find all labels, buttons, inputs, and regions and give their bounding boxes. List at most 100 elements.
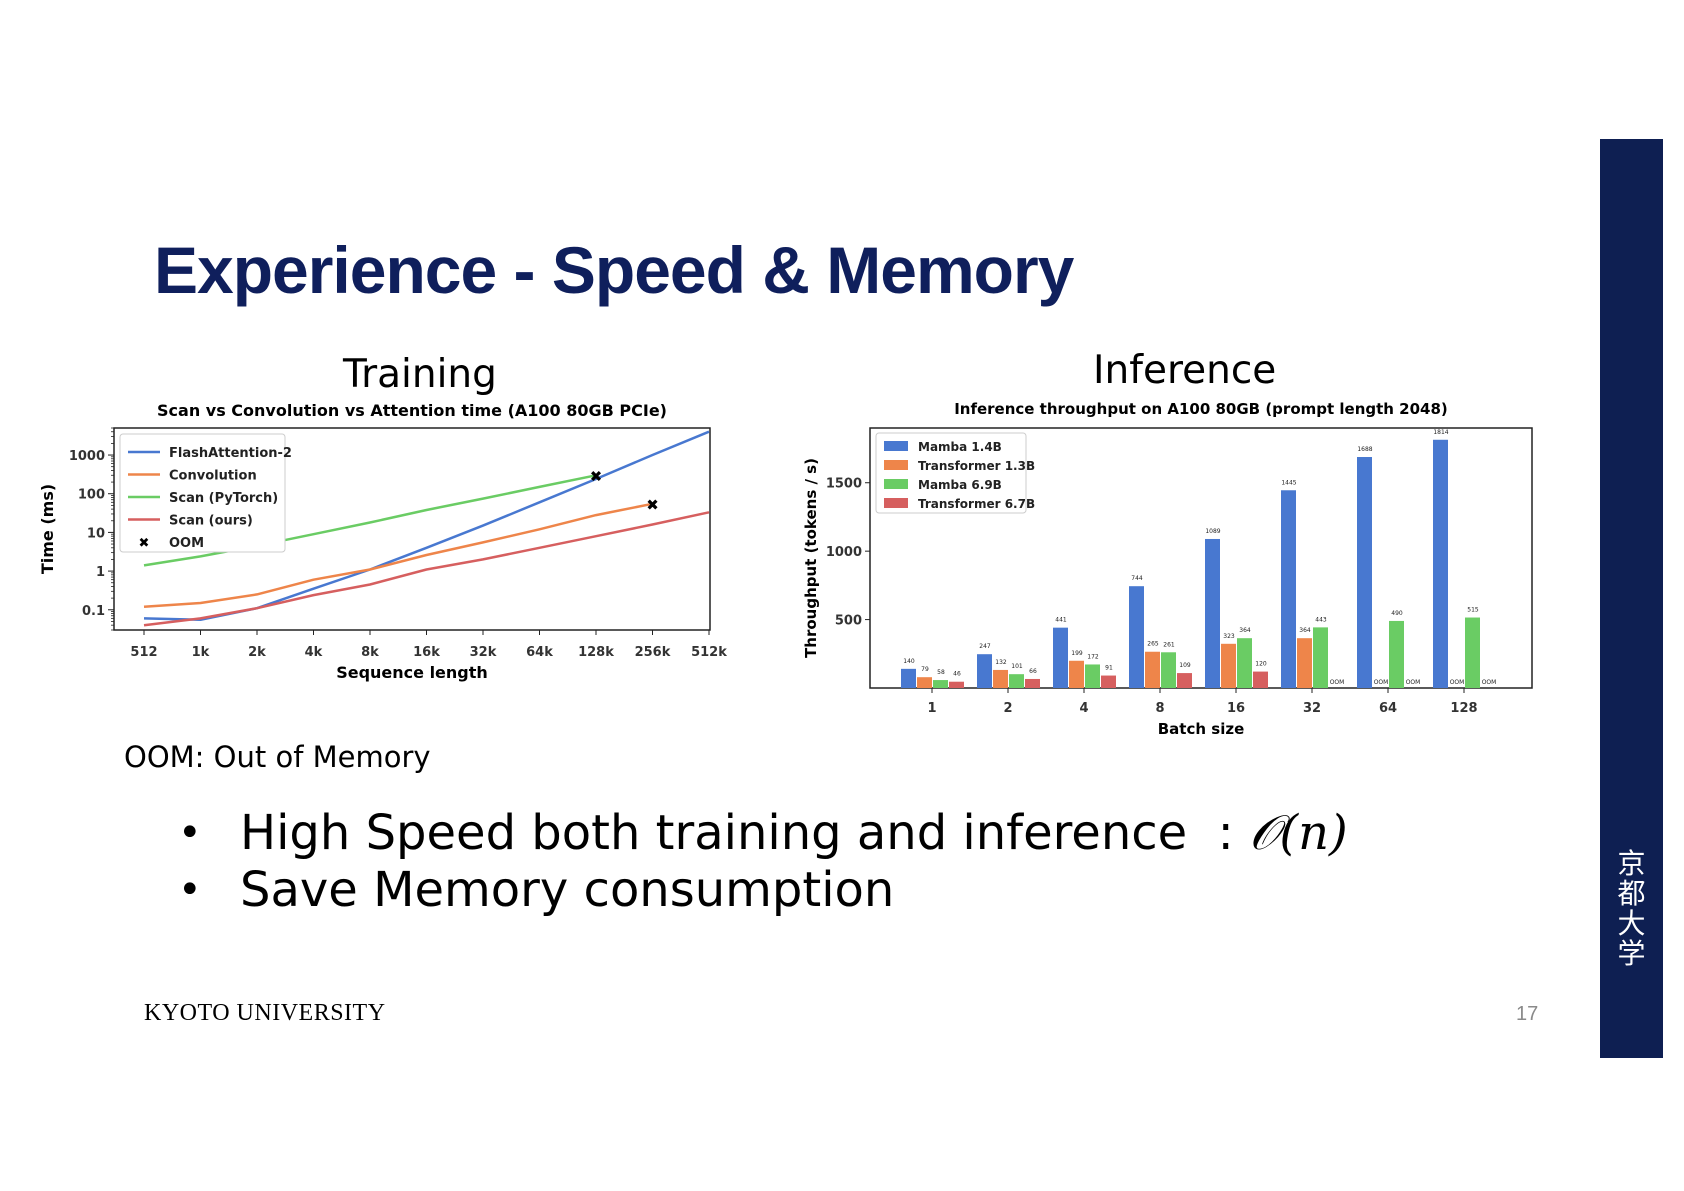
bar-value-label: 1445 [1281, 479, 1296, 486]
university-side-bar: 京 都 大 学 [1600, 139, 1663, 1058]
bar-value-label: 101 [1011, 663, 1023, 670]
legend-label: Transformer 6.7B [918, 497, 1035, 511]
x-tick-label: 4k [305, 645, 323, 660]
bar-value-label: 247 [979, 643, 991, 650]
legend-label: Mamba 6.9B [918, 478, 1002, 492]
bar-value-label: 140 [903, 658, 915, 665]
bar-value-label: 364 [1299, 627, 1311, 634]
inference-chart: Inference throughput on A100 80GB (promp… [802, 400, 1533, 738]
seal-char: 都 [1617, 877, 1646, 910]
bar-value-label: 66 [1029, 668, 1037, 675]
x-tick-label: 1 [927, 701, 936, 716]
bullet-item-speed: • High Speed both training and inference… [170, 805, 1348, 862]
x-tick-label: 128 [1450, 701, 1477, 716]
bar-mamba-1-4b [1357, 457, 1372, 688]
university-seal-text: 京 都 大 学 [1600, 849, 1663, 969]
bar-transformer-6-7b [1025, 678, 1040, 688]
legend-swatch [884, 479, 908, 489]
y-tick-label: 0.1 [82, 604, 105, 619]
bar-mamba-6-9b [933, 680, 948, 688]
bar-value-label: 172 [1087, 653, 1099, 660]
x-axis-label: Sequence length [336, 663, 488, 682]
bar-transformer-1-3b [1297, 638, 1312, 688]
oom-marker: ✖ [646, 496, 659, 514]
series-line-scan-pytorch- [143, 474, 597, 567]
bar-value-label: 199 [1071, 650, 1083, 657]
oom-label: OOM [1482, 679, 1497, 686]
chart-title: Scan vs Convolution vs Attention time (A… [157, 401, 667, 420]
bar-transformer-1-3b [917, 677, 932, 688]
y-tick-label: 500 [835, 614, 862, 629]
bar-mamba-1-4b [1129, 586, 1144, 688]
y-tick-label: 100 [78, 488, 105, 503]
legend-oom-icon: ✖ [139, 536, 150, 551]
x-tick-label: 8k [361, 645, 379, 660]
x-axis-label: Batch size [1158, 720, 1245, 738]
footer-logo: KYOTO UNIVERSITY [144, 1000, 386, 1026]
oom-marker: ✖ [590, 467, 603, 485]
legend-label: OOM [169, 536, 204, 551]
series-line-convolution [143, 502, 653, 608]
bar-mamba-6-9b [1313, 627, 1328, 688]
plot-frame [869, 427, 1533, 689]
bullet-icon: • [178, 867, 202, 913]
bar-value-label: 79 [921, 666, 929, 673]
series-line-scan-ours- [143, 511, 710, 627]
bar-transformer-6-7b [1253, 671, 1268, 688]
bar-value-label: 132 [995, 659, 1007, 666]
bullet-icon: • [178, 810, 202, 856]
bar-mamba-1-4b [1205, 538, 1220, 688]
bar-value-label: 1688 [1357, 446, 1372, 453]
bar-transformer-1-3b [1221, 643, 1236, 688]
y-tick-label: 1 [96, 565, 105, 580]
legend-label: Transformer 1.3B [918, 459, 1035, 473]
x-tick-label: 16k [413, 645, 440, 660]
bar-mamba-6-9b [1161, 652, 1176, 688]
legend-box [875, 432, 1027, 514]
x-tick-label: 256k [635, 645, 671, 660]
bar-value-label: 323 [1223, 633, 1235, 640]
bar-value-label: 109 [1179, 662, 1191, 669]
y-tick-label: 1000 [69, 449, 105, 464]
bar-mamba-6-9b [1237, 638, 1252, 688]
seal-char: 大 [1617, 907, 1646, 940]
bar-transformer-1-3b [1145, 651, 1160, 688]
bar-mamba-6-9b [1009, 674, 1024, 688]
x-tick-label: 128k [578, 645, 614, 660]
x-tick-label: 16 [1227, 701, 1245, 716]
bar-value-label: 1089 [1205, 528, 1220, 535]
legend-label: Mamba 1.4B [918, 440, 1002, 454]
bar-value-label: 515 [1467, 607, 1479, 614]
seal-char: 学 [1617, 937, 1646, 970]
y-axis-label: Time (ms) [38, 484, 57, 574]
bar-mamba-1-4b [1433, 439, 1448, 688]
oom-label: OOM [1450, 679, 1465, 686]
bar-value-label: 744 [1131, 575, 1143, 582]
bar-value-label: 265 [1147, 641, 1159, 648]
slide-title: Experience - Speed & Memory [154, 233, 1074, 307]
seal-char: 京 [1617, 847, 1646, 880]
bar-transformer-6-7b [1101, 675, 1116, 688]
bullet-text: High Speed both training and inference : [240, 805, 1250, 861]
y-tick-label: 1500 [826, 477, 862, 492]
bar-value-label: 490 [1391, 610, 1403, 617]
legend-box [119, 433, 286, 553]
oom-label: OOM [1330, 679, 1345, 686]
bar-value-label: 120 [1255, 661, 1267, 668]
inference-label: Inference [1093, 348, 1277, 393]
x-tick-label: 512 [130, 645, 157, 660]
bar-transformer-1-3b [1069, 660, 1084, 688]
oom-note: OOM: Out of Memory [124, 740, 431, 774]
bar-mamba-6-9b [1085, 664, 1100, 688]
x-tick-label: 32k [470, 645, 497, 660]
y-tick-label: 10 [87, 526, 105, 541]
bar-mamba-1-4b [901, 668, 916, 688]
bar-mamba-1-4b [1281, 490, 1296, 688]
x-tick-label: 32 [1303, 701, 1321, 716]
legend-swatch [884, 460, 908, 470]
bar-value-label: 91 [1105, 665, 1113, 672]
x-tick-label: 64 [1379, 701, 1397, 716]
oom-label: OOM [1374, 679, 1389, 686]
y-tick-label: 1000 [826, 545, 862, 560]
bar-transformer-6-7b [949, 681, 964, 688]
